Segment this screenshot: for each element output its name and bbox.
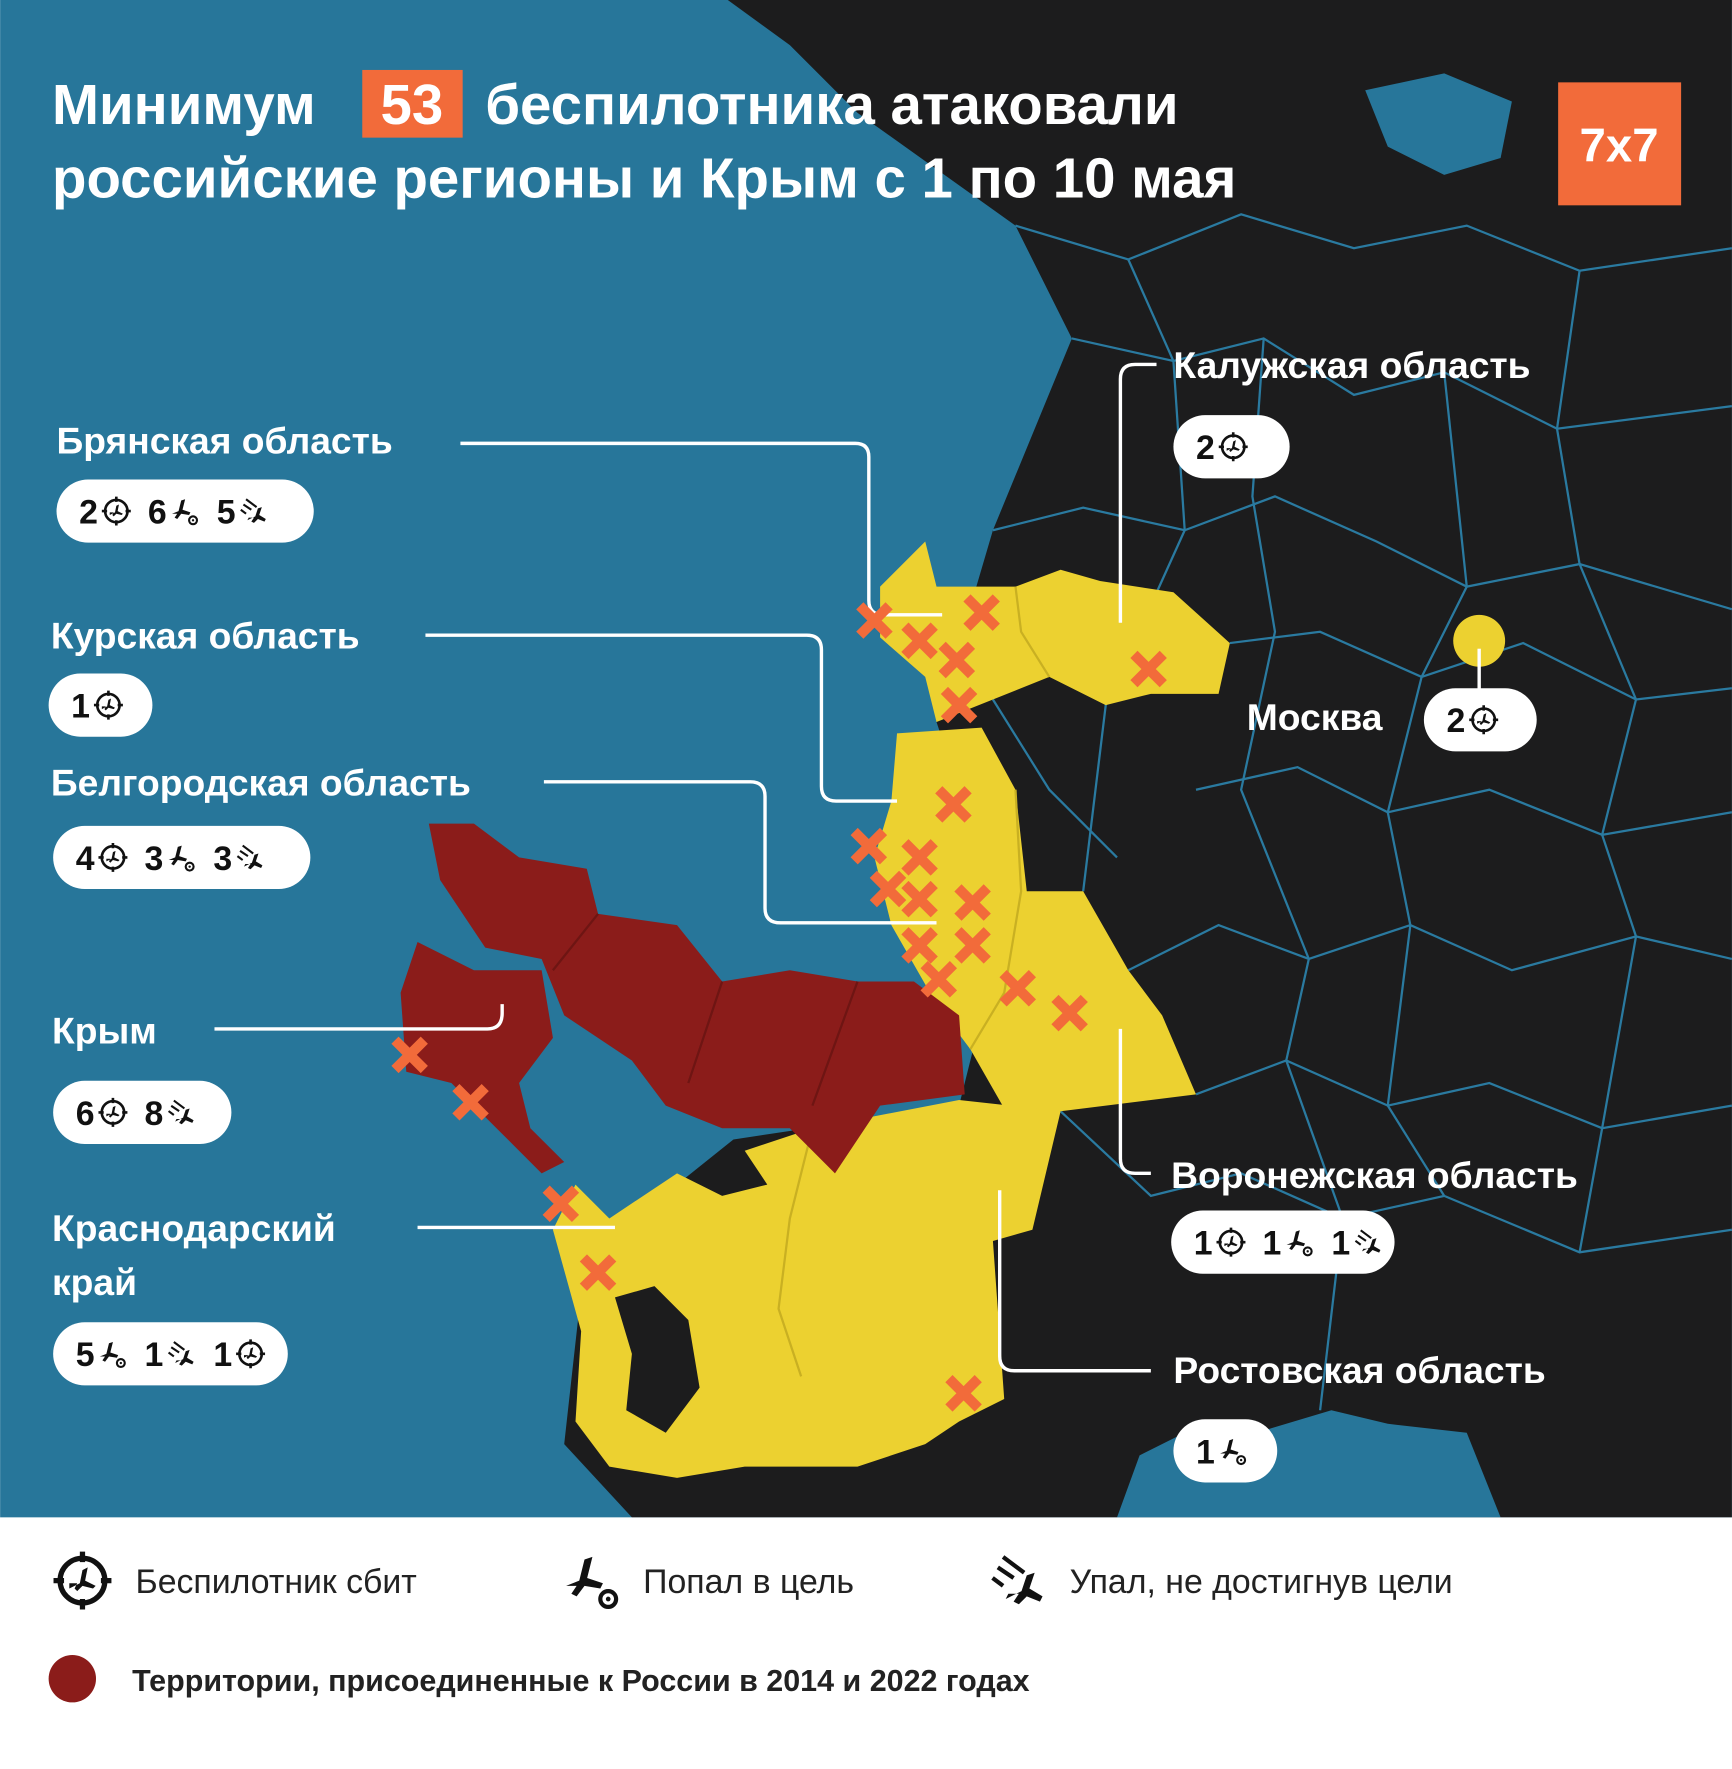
stat-count: 2 [1446, 702, 1465, 740]
annexed-territories [428, 823, 965, 1174]
region-callout: Крым 6 8 [52, 1010, 232, 1144]
attack-marker-x-icon [945, 1375, 982, 1412]
attack-marker-x-icon [963, 594, 1000, 631]
stat-count: 3 [145, 840, 164, 878]
region-callout: Курская область 1 [48, 615, 360, 737]
region-label: Брянская область [57, 420, 393, 462]
title-line2: российские регионы и Крым с 1 по 10 мая [52, 146, 1236, 209]
stat-count: 1 [1263, 1225, 1282, 1263]
title: Минимум 53 беспилотника атаковали россий… [52, 69, 1236, 209]
title-prefix: Минимум [52, 73, 316, 136]
lake [1365, 73, 1512, 175]
stat-count: 1 [1194, 1225, 1213, 1263]
region-stats-badge [1173, 415, 1290, 479]
land-inset [614, 1286, 700, 1433]
region-callout: Калужская область 2 [1173, 344, 1531, 479]
leader-line [543, 780, 937, 925]
region-callout: Брянская область 2 6 5 [57, 420, 393, 543]
attack-marker-x-icon [901, 927, 938, 964]
region-callout: Воронежская область 1 1 1 [1171, 1154, 1578, 1274]
attack-marker-x-icon [935, 786, 972, 823]
logo-box [1558, 82, 1682, 206]
attack-marker-x-icon [940, 686, 978, 724]
attack-marker-x-icon [452, 1083, 489, 1121]
stat-count: 2 [79, 493, 98, 531]
leader-line [1118, 362, 1157, 623]
title-number-badge [362, 69, 463, 138]
attack-marker-x-icon [920, 961, 958, 998]
region-callout: Москва 2 [1247, 688, 1537, 752]
region-label: Воронежская область [1171, 1154, 1578, 1196]
region-label: Белгородская область [51, 761, 471, 803]
attack-marker-x-icon [954, 927, 991, 964]
legend-shot-down: Беспилотник сбит [135, 1563, 416, 1601]
attack-marker-x-icon [1051, 994, 1088, 1032]
title-number: 53 [381, 73, 444, 136]
leader-line [214, 1004, 504, 1031]
legend-fell: Упал, не достигнув цели [1070, 1563, 1453, 1601]
stat-count: 4 [76, 840, 95, 878]
title-line1-rest: беспилотника атаковали [485, 73, 1178, 136]
attack-marker-x-icon [954, 884, 991, 921]
annexed-swatch [48, 1655, 97, 1703]
attack-marker-x-icon [391, 1036, 428, 1074]
region-stats-badge [1173, 1419, 1278, 1483]
stat-count: 2 [1196, 429, 1215, 467]
stat-count: 1 [213, 1336, 232, 1374]
attack-marker-x-icon [850, 827, 888, 865]
legend-panel [0, 1517, 1732, 1769]
attack-marker-x-icon [579, 1254, 617, 1291]
region-callout: Краснодарский край 5 1 1 [52, 1207, 336, 1386]
leader-line [1118, 1028, 1151, 1176]
region-callout: Ростовская область 1 [1173, 1349, 1546, 1483]
stat-count: 1 [145, 1336, 164, 1374]
region-stats-badge [1171, 1210, 1395, 1274]
region-stats-badge [48, 673, 153, 737]
region-stats-badge [53, 1080, 232, 1144]
leader-lines [214, 362, 1157, 1373]
stat-count: 1 [1331, 1225, 1350, 1263]
region-label: Курская область [51, 615, 360, 657]
stat-count: 3 [213, 840, 232, 878]
stat-count: 6 [76, 1095, 95, 1133]
legend: Беспилотник сбит Попал в цель Упал, не д… [48, 1552, 1453, 1703]
attack-marker-x-icon [1130, 650, 1167, 688]
attack-marker-x-icon [542, 1185, 580, 1223]
attack-markers [391, 594, 1167, 1412]
logo: 7x7 [1558, 82, 1682, 206]
attack-marker-x-icon [901, 622, 938, 660]
region-label: Ростовская область [1173, 1349, 1545, 1391]
leader-line [997, 1190, 1151, 1373]
leader-line [425, 633, 898, 803]
attack-marker-x-icon [901, 880, 938, 918]
logo-text: 7x7 [1580, 119, 1659, 172]
stat-count: 5 [76, 1336, 95, 1374]
legend-hit-target: Попал в цель [643, 1563, 854, 1601]
region-label: Москва [1247, 696, 1383, 738]
region-callout: Белгородская область 4 3 3 [51, 761, 471, 890]
moscow-dot [1453, 614, 1506, 667]
legend-annexed: Территории, присоединенные к России в 20… [132, 1664, 1030, 1698]
yellow-region-borders [777, 586, 1051, 1377]
stat-count: 5 [217, 493, 236, 531]
region-label: край [52, 1261, 137, 1303]
region-label: Крым [52, 1010, 157, 1052]
attack-marker-x-icon [869, 870, 907, 908]
attack-marker-x-icon [938, 641, 976, 679]
region-label: Калужская область [1173, 344, 1530, 386]
stat-count: 6 [148, 493, 167, 531]
attack-marker-x-icon [856, 602, 893, 639]
annexed-borders [552, 913, 859, 1107]
region-stats-badge [1423, 688, 1537, 752]
attack-marker-x-icon [999, 970, 1036, 1007]
stat-count: 1 [1196, 1433, 1215, 1471]
attack-marker-x-icon [901, 839, 938, 876]
stat-count: 1 [71, 688, 90, 726]
region-label: Краснодарский [52, 1207, 336, 1249]
annexed-crimea [400, 942, 565, 1174]
stat-count: 8 [145, 1095, 164, 1133]
